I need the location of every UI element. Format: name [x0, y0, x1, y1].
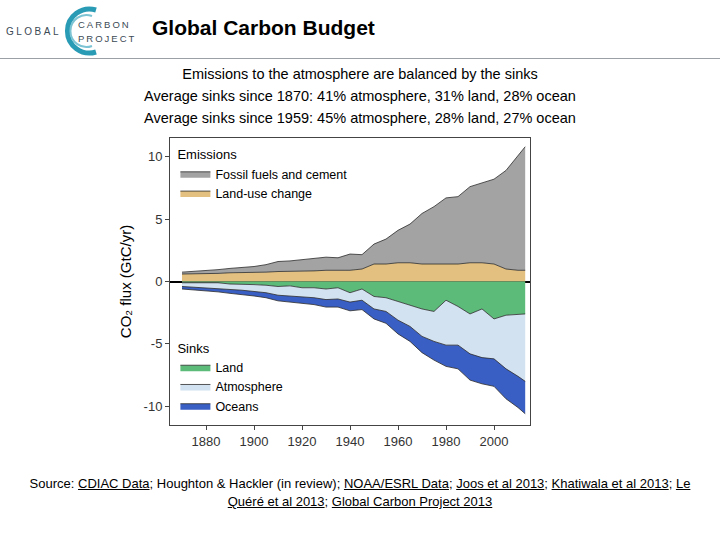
svg-text:10: 10	[148, 149, 162, 164]
svg-text:CO₂ flux (GtC/yr): CO₂ flux (GtC/yr)	[117, 225, 134, 338]
svg-text:-10: -10	[144, 399, 163, 414]
svg-text:Land-use change: Land-use change	[215, 187, 312, 201]
svg-text:-5: -5	[151, 336, 163, 351]
svg-text:Sinks: Sinks	[177, 341, 209, 356]
svg-text:PROJECT: PROJECT	[78, 33, 136, 44]
html-text:Emissions to the atmosphere ar: Emissions to the atmosphere are balanced…	[182, 66, 538, 82]
svg-text:5: 5	[155, 212, 162, 227]
svg-text:0: 0	[155, 274, 162, 289]
svg-text:1880: 1880	[192, 434, 221, 449]
svg-text:1980: 1980	[432, 434, 461, 449]
svg-text:Atmosphere: Atmosphere	[215, 380, 282, 394]
svg-text:1960: 1960	[384, 434, 413, 449]
html-text:Average sinks since 1959: 45%: Average sinks since 1959: 45% atmosphere…	[144, 110, 576, 126]
html-text:Average sinks since 1870: 41%: Average sinks since 1870: 41% atmosphere…	[144, 88, 576, 104]
html-text:Source: CDIAC Data; Houghton &: Source: CDIAC Data; Houghton & Hackler (…	[29, 476, 691, 509]
svg-text:GLOBAL: GLOBAL	[6, 26, 61, 37]
svg-text:1900: 1900	[240, 434, 269, 449]
svg-text:Land: Land	[215, 361, 243, 375]
svg-text:Oceans: Oceans	[215, 400, 258, 414]
html-text:Global Carbon Budget: Global Carbon Budget	[152, 16, 375, 39]
svg-text:Fossil fuels and cement: Fossil fuels and cement	[215, 168, 347, 182]
svg-text:1920: 1920	[288, 434, 317, 449]
svg-text:1940: 1940	[336, 434, 365, 449]
svg-text:Emissions: Emissions	[177, 147, 237, 162]
svg-text:2000: 2000	[480, 434, 509, 449]
svg-text:CARBON: CARBON	[78, 19, 131, 30]
